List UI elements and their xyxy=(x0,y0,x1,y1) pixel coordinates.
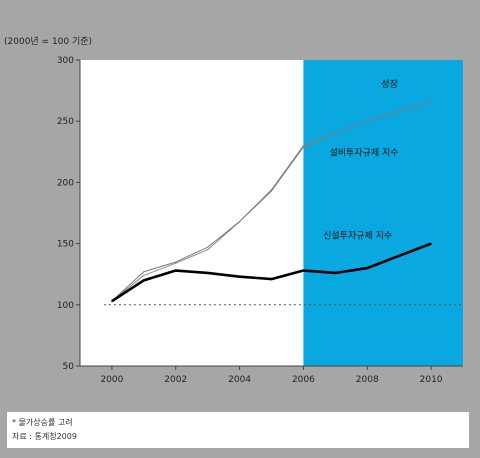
series-label-equipment: 설비투자규제 지수 xyxy=(330,147,399,158)
plot-background-layer xyxy=(80,60,463,366)
data-point-construction xyxy=(207,272,209,274)
data-point-construction xyxy=(430,243,432,245)
x-tick-label: 2006 xyxy=(292,375,315,385)
data-point-equipment xyxy=(238,220,241,223)
data-point-equipment xyxy=(334,132,336,135)
data-point-construction xyxy=(366,267,368,269)
y-tick-label: 300 xyxy=(57,56,74,66)
data-point-equipment xyxy=(270,190,273,192)
data-point-gdp xyxy=(143,274,145,277)
y-tick-label: 250 xyxy=(57,117,74,127)
data-point-construction xyxy=(398,255,400,257)
y-tick-label: 200 xyxy=(57,178,74,188)
data-point-construction xyxy=(238,276,241,278)
data-point-equipment xyxy=(302,146,305,148)
series-label-construction: 신설투자규제 지수 xyxy=(323,231,392,242)
y-tick-label: 150 xyxy=(57,240,74,250)
x-tick-label: 2008 xyxy=(356,375,379,385)
data-point-construction xyxy=(111,300,113,302)
data-point-equipment xyxy=(430,101,432,103)
y-tick-label: 50 xyxy=(63,362,75,372)
x-tick-label: 2004 xyxy=(228,375,251,385)
data-point-equipment xyxy=(143,271,145,273)
data-point-construction xyxy=(175,269,177,272)
data-point-construction xyxy=(143,279,145,281)
series-label-gdp: 성장 xyxy=(381,79,398,90)
x-tick-label: 2002 xyxy=(164,375,187,385)
x-tick-label: 2000 xyxy=(100,375,123,385)
footnote-source: 자료 : 통계청2009 xyxy=(12,432,77,441)
data-point-gdp xyxy=(302,145,305,147)
footnote-inflation: * 물가상승률 고려 xyxy=(12,418,73,427)
footnote-box: * 물가상승률 고려 자료 : 통계청2009 xyxy=(7,412,469,448)
data-point-construction xyxy=(302,269,305,272)
data-point-equipment xyxy=(398,110,400,113)
data-point-construction xyxy=(334,272,336,274)
axes-layer: 50 100 150 200 250 300 2000 2002 2004 2006 2008 201… xyxy=(57,56,463,385)
data-point-gdp xyxy=(207,249,209,251)
data-point-gdp xyxy=(175,262,177,264)
forecast-band xyxy=(303,60,463,366)
series-layer xyxy=(111,101,432,303)
y-axis-unit-label: (2000년 = 100 기준) xyxy=(4,37,93,47)
data-point-equipment xyxy=(366,120,368,122)
data-point-equipment xyxy=(207,246,209,248)
data-point-equipment xyxy=(175,261,177,263)
y-tick-label: 100 xyxy=(57,301,74,311)
x-tick-label: 2010 xyxy=(420,375,443,385)
data-point-construction xyxy=(270,278,273,280)
